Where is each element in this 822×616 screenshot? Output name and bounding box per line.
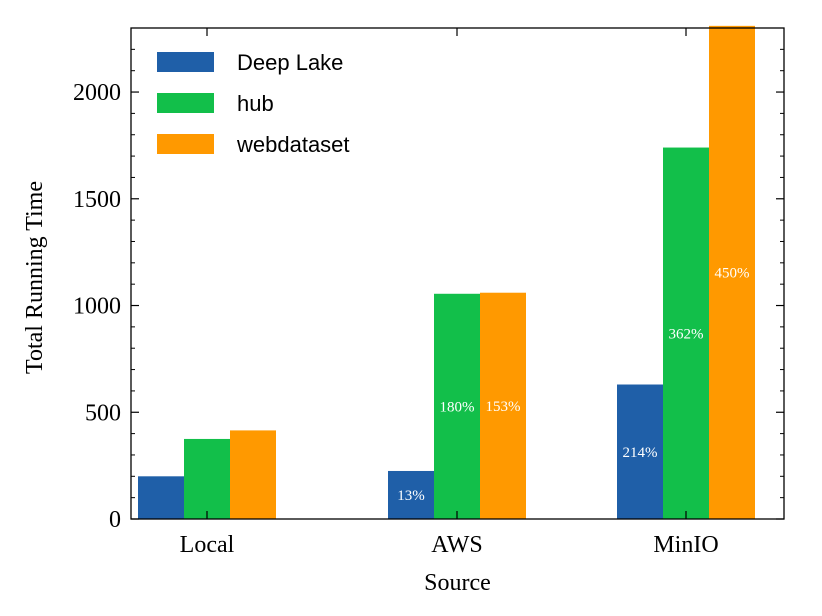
bar-data-label: 180% <box>440 399 475 415</box>
y-tick-label: 2000 <box>73 80 121 106</box>
x-tick-label: Local <box>180 532 235 558</box>
y-tick-label: 1000 <box>73 294 121 320</box>
axes-group: 0 500 1000 1500 2000 Local AWS MinIO <box>73 27 785 558</box>
bar-deep-lake-aws <box>388 470 434 519</box>
bar-data-label: 13% <box>397 488 425 504</box>
legend-label: webdataset <box>236 132 350 157</box>
y-tick-label: 1500 <box>73 187 121 213</box>
bar-data-label: 362% <box>669 326 704 342</box>
bars-group <box>138 25 755 520</box>
legend-swatch-hub <box>157 93 214 113</box>
legend-swatch-deep-lake <box>157 52 214 72</box>
bar-data-label: 214% <box>623 445 658 461</box>
x-axis-title: Source <box>424 570 491 596</box>
bar-data-label: 450% <box>715 265 750 281</box>
bar-deep-lake-minio <box>617 384 663 519</box>
legend: Deep Lake hub webdataset <box>157 50 350 157</box>
bar-hub-local <box>184 438 230 519</box>
bar-labels-group: 13% 214% 180% 362% 153% 450% <box>397 265 749 504</box>
bar-hub-minio <box>663 147 709 519</box>
x-tick-label: MinIO <box>653 532 718 558</box>
bar-webdataset-local <box>230 430 276 519</box>
legend-label: hub <box>237 91 274 116</box>
x-tick-label: AWS <box>431 532 482 558</box>
legend-label: Deep Lake <box>237 50 343 75</box>
bar-webdataset-aws <box>480 292 526 519</box>
bar-webdataset-minio <box>709 25 755 520</box>
y-axis-title: Total Running Time <box>22 181 48 374</box>
y-tick-label: 500 <box>85 400 121 426</box>
y-tick-label: 0 <box>109 507 121 533</box>
bar-hub-aws <box>434 293 480 519</box>
legend-swatch-webdataset <box>157 134 214 154</box>
bar-deep-lake-local <box>138 476 184 519</box>
bar-data-label: 153% <box>486 399 521 415</box>
